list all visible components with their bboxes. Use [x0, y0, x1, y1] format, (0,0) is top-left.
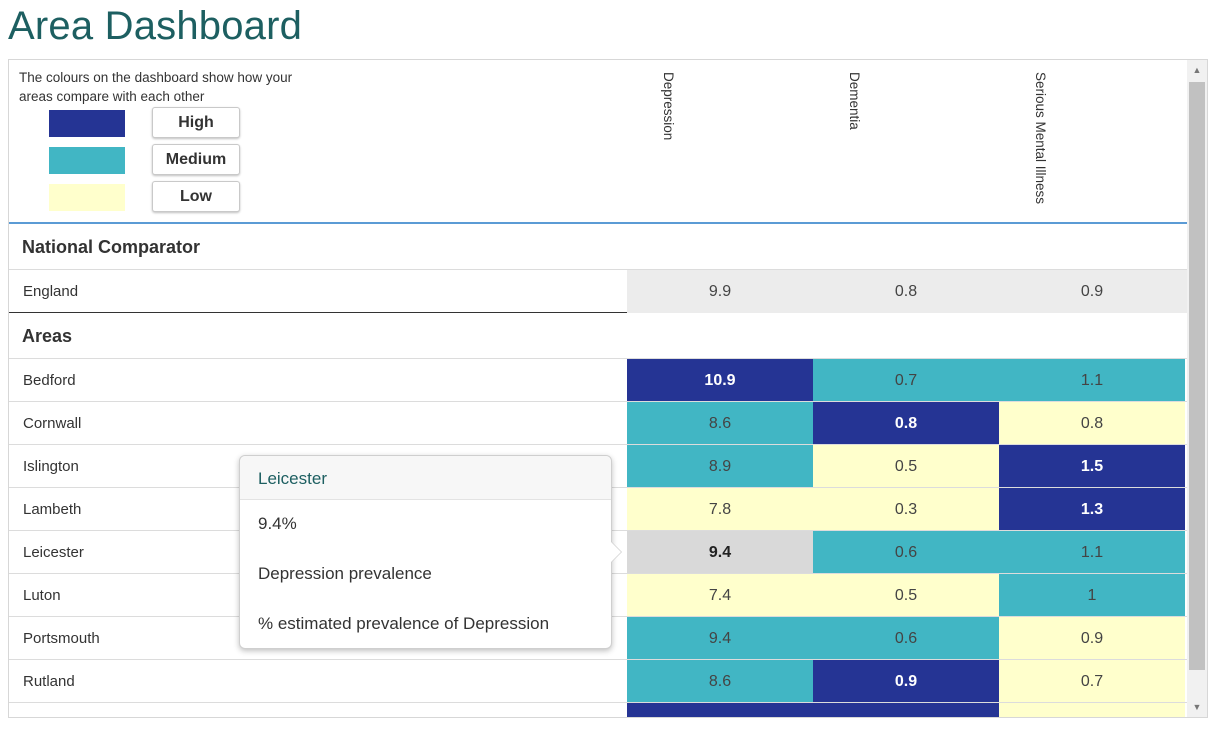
- tooltip-description: % estimated prevalence of Depression: [258, 614, 550, 633]
- dashboard-panel: The colours on the dashboard show how yo…: [8, 59, 1208, 718]
- table-cell[interactable]: 0.9: [999, 617, 1185, 660]
- table-cell[interactable]: 0.7: [813, 359, 999, 402]
- table-cell[interactable]: 1.1: [999, 531, 1185, 574]
- row-label: Lambeth: [23, 501, 82, 518]
- legend-swatch-high: [49, 110, 125, 137]
- tooltip: Leicester 9.4% Depression prevalence % e…: [239, 455, 622, 649]
- legend-button-high[interactable]: High: [152, 107, 240, 138]
- row-label: England: [23, 283, 79, 300]
- legend-intro: The colours on the dashboard show how yo…: [19, 70, 293, 104]
- table-row[interactable]: Lambeth 7.8 0.3 1.3: [9, 487, 1187, 531]
- cell-england-smi[interactable]: 0.9: [1080, 283, 1104, 300]
- table-cell[interactable]: 0.7: [999, 660, 1185, 703]
- row-label: Bedford: [23, 372, 76, 389]
- table-row-partial[interactable]: [9, 702, 1187, 717]
- table-cell[interactable]: 8.9: [627, 445, 813, 488]
- cell-england-depression[interactable]: 9.9: [708, 283, 732, 300]
- table-cell[interactable]: 0.5: [813, 574, 999, 617]
- column-header-serious-mental-illness[interactable]: Serious Mental Illness: [1033, 72, 1048, 205]
- scroll-down-icon[interactable]: ▼: [1192, 702, 1202, 712]
- table-cell-selected[interactable]: 9.4: [627, 531, 813, 574]
- section-title-national: National Comparator: [22, 237, 201, 257]
- table-cell[interactable]: 0.6: [813, 617, 999, 660]
- row-label: Portsmouth: [23, 630, 100, 647]
- vertical-scrollbar[interactable]: ▲ ▼: [1187, 60, 1207, 717]
- legend-swatch-low: [49, 184, 125, 211]
- table-cell[interactable]: 1.1: [999, 359, 1185, 402]
- scroll-thumb[interactable]: [1189, 82, 1205, 670]
- tooltip-indicator: Depression prevalence: [258, 564, 432, 583]
- table-cell[interactable]: [999, 703, 1185, 717]
- column-header-depression[interactable]: Depression: [661, 72, 676, 141]
- column-header-dementia[interactable]: Dementia: [847, 72, 862, 130]
- table-row[interactable]: Cornwall 8.6 0.8 0.8: [9, 401, 1187, 445]
- table-cell[interactable]: 1.5: [999, 445, 1185, 488]
- table-cell[interactable]: 0.8: [999, 402, 1185, 445]
- table-cell[interactable]: 0.6: [813, 531, 999, 574]
- table-row-england[interactable]: England 9.9 0.8 0.9: [9, 269, 1187, 313]
- row-label: Rutland: [23, 673, 75, 690]
- table-row[interactable]: Portsmouth 9.4 0.6 0.9: [9, 616, 1187, 660]
- table-row[interactable]: Leicester 9.4 0.6 1.1: [9, 530, 1187, 574]
- row-label: Luton: [23, 587, 61, 604]
- tooltip-value: 9.4%: [258, 514, 297, 533]
- table-row[interactable]: Rutland 8.6 0.9 0.7: [9, 659, 1187, 703]
- section-title-areas: Areas: [22, 326, 73, 346]
- table-cell[interactable]: 0.9: [813, 660, 999, 703]
- scroll-up-icon[interactable]: ▲: [1192, 65, 1202, 75]
- cell-england-dementia[interactable]: 0.8: [894, 283, 918, 300]
- table-row[interactable]: Bedford 10.9 0.7 1.1: [9, 358, 1187, 402]
- header-divider: [9, 222, 1187, 224]
- tooltip-pointer-inner: [611, 542, 621, 562]
- row-label: Leicester: [23, 544, 84, 561]
- england-band: [627, 270, 1187, 313]
- table-cell[interactable]: [813, 703, 999, 717]
- table-cell[interactable]: 0.3: [813, 488, 999, 531]
- table-cell[interactable]: 7.8: [627, 488, 813, 531]
- table-row[interactable]: Luton 7.4 0.5 1: [9, 573, 1187, 617]
- table-cell[interactable]: 8.6: [627, 660, 813, 703]
- page-title: Area Dashboard: [8, 4, 303, 48]
- table-cell[interactable]: 0.8: [813, 402, 999, 445]
- row-label: Islington: [23, 458, 79, 475]
- legend-button-medium[interactable]: Medium: [152, 144, 240, 175]
- legend-swatch-medium: [49, 147, 125, 174]
- table-cell[interactable]: 7.4: [627, 574, 813, 617]
- table-row[interactable]: Islington 8.9 0.5 1.5: [9, 444, 1187, 488]
- table-cell[interactable]: 1: [999, 574, 1185, 617]
- table-cell[interactable]: 9.4: [627, 617, 813, 660]
- tooltip-title: Leicester: [240, 456, 611, 500]
- table-cell[interactable]: 0.5: [813, 445, 999, 488]
- table-cell[interactable]: 8.6: [627, 402, 813, 445]
- row-label: Cornwall: [23, 415, 82, 432]
- table-cell[interactable]: [627, 703, 813, 717]
- table-cell[interactable]: 1.3: [999, 488, 1185, 531]
- legend-button-low[interactable]: Low: [152, 181, 240, 212]
- england-underline: [9, 312, 627, 313]
- table-cell[interactable]: 10.9: [627, 359, 813, 402]
